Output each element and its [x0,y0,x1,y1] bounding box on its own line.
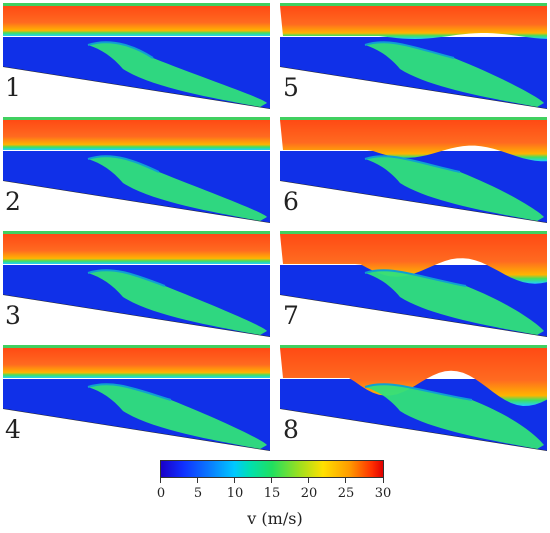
colorbar [160,460,384,478]
panel-label-4: 4 [5,415,21,444]
simulation-snapshot [280,117,547,227]
colorbar-tick [271,478,272,483]
colorbar-label: v (m/s) [247,509,303,528]
colorbar-tick-label: 0 [156,486,166,501]
panel-label-7: 7 [283,301,299,330]
colorbar-tick [308,478,309,483]
panel-1 [3,3,270,113]
panel-2 [3,117,270,227]
panel-5 [280,3,547,113]
colorbar-tick [160,478,161,483]
panel-label-5: 5 [283,73,299,102]
colorbar-tick [234,478,235,483]
colorbar-tick [345,478,346,483]
panel-label-2: 2 [5,187,21,216]
panel-label-3: 3 [5,301,21,330]
simulation-snapshot [3,117,270,227]
simulation-snapshot [280,231,547,341]
panel-label-1: 1 [5,73,21,102]
simulation-snapshot [3,3,270,113]
colorbar-tick-label: 20 [300,486,318,501]
colorbar-tick-label: 5 [193,486,203,501]
panel-7 [280,231,547,341]
simulation-snapshot [280,345,547,455]
panel-8 [280,345,547,455]
simulation-snapshot [3,231,270,341]
colorbar-tick-label: 15 [263,486,281,501]
panel-3 [3,231,270,341]
colorbar-tick-label: 30 [374,486,392,501]
simulation-snapshot [3,345,270,455]
panel-6 [280,117,547,227]
panel-label-6: 6 [283,187,299,216]
panel-label-8: 8 [283,415,299,444]
colorbar-tick [197,478,198,483]
colorbar-tick-label: 10 [226,486,244,501]
colorbar-tick [383,478,384,483]
simulation-snapshot [280,3,547,113]
colorbar-tick-label: 25 [337,486,355,501]
panel-4 [3,345,270,455]
